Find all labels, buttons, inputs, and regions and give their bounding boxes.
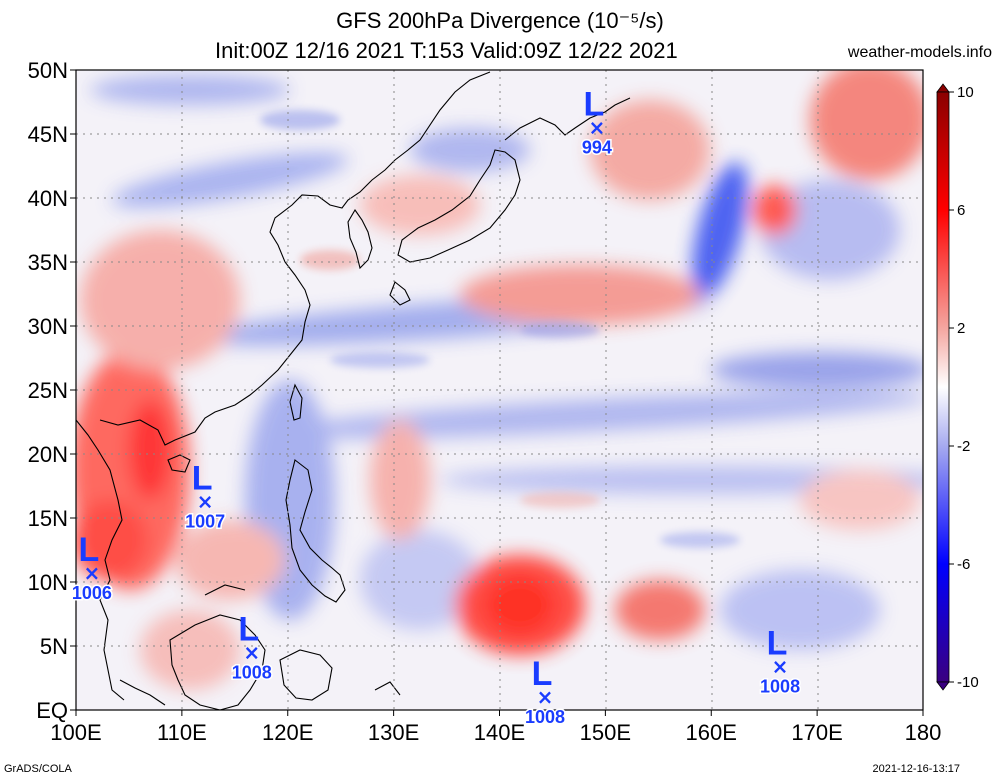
low-pressure-value: 1008: [760, 676, 800, 696]
lon-tick-label: 180: [905, 720, 942, 745]
site-credit: weather-models.info: [847, 44, 992, 61]
low-letter: L: [532, 655, 553, 693]
low-marker: L×1006: [70, 531, 113, 605]
low-center-icon: ×: [537, 685, 554, 709]
colorbar-top-arrow: [936, 83, 950, 93]
colorbar: 10 6 2 -2 -6 -10: [936, 83, 979, 691]
lat-tick-label: 10N: [28, 570, 68, 595]
colorbar-scale: [936, 91, 950, 683]
low-pressure-value: 1008: [525, 707, 565, 727]
lat-tick-label: 35N: [28, 250, 68, 275]
graticule: [76, 70, 923, 710]
chart-title: GFS 200hPa Divergence (10⁻⁵/s): [336, 8, 664, 33]
longitude-axis: 100E 110E 120E 130E 140E 150E 160E 170E 180: [50, 710, 941, 745]
low-marker: L×994: [580, 86, 613, 160]
colorbar-ticks: 10 6 2 -2 -6 -10: [949, 84, 979, 691]
low-pressure-value: 1008: [232, 662, 272, 682]
lat-tick-label: 20N: [28, 442, 68, 467]
footer-credit: GrADS/COLA: [4, 763, 72, 775]
low-letter: L: [238, 610, 259, 648]
lat-tick-label: 45N: [28, 122, 68, 147]
colorbar-tick-label: -10: [957, 674, 979, 691]
low-center-icon: ×: [589, 116, 606, 140]
low-pressure-value: 1007: [185, 511, 225, 531]
low-letter: L: [78, 531, 99, 569]
low-marker: L×1008: [524, 655, 567, 729]
lat-tick-label: 30N: [28, 314, 68, 339]
low-center-icon: ×: [197, 489, 214, 513]
colorbar-tick-label: 2: [957, 320, 965, 337]
low-marker: L×1007: [184, 459, 227, 533]
colorbar-tick-label: 6: [957, 202, 965, 219]
lon-tick-label: 130E: [368, 720, 419, 745]
latitude-axis: 50N 45N 40N 35N 30N 25N 20N 15N 10N 5N EQ: [28, 58, 76, 723]
low-center-icon: ×: [83, 561, 100, 585]
divergence-field: [76, 70, 923, 710]
lon-tick-label: 140E: [474, 720, 525, 745]
colorbar-tick-label: 10: [957, 84, 974, 101]
lat-tick-label: 5N: [40, 634, 68, 659]
colorbar-tick-label: -2: [957, 438, 970, 455]
low-letter: L: [584, 86, 605, 124]
colorbar-bottom-arrow: [936, 681, 950, 691]
low-center-icon: ×: [772, 654, 789, 678]
lat-tick-label: 15N: [28, 506, 68, 531]
low-marker: L×1008: [759, 624, 802, 698]
lon-tick-label: 110E: [157, 720, 207, 745]
lon-tick-label: 160E: [686, 720, 737, 745]
low-letter: L: [767, 624, 788, 662]
low-center-icon: ×: [243, 640, 260, 664]
low-pressure-value: 1006: [72, 583, 112, 603]
colorbar-tick-label: -6: [957, 556, 970, 573]
footer-timestamp: 2021-12-16-13:17: [872, 763, 960, 775]
lat-tick-label: 40N: [28, 186, 68, 211]
lat-tick-label: EQ: [36, 698, 68, 723]
lat-tick-label: 25N: [28, 378, 68, 403]
lon-tick-label: 150E: [580, 720, 631, 745]
low-pressure-value: 994: [582, 138, 612, 158]
coastlines: [76, 71, 631, 710]
chart-subtitle: Init:00Z 12/16 2021 T:153 Valid:09Z 12/2…: [215, 38, 678, 63]
lon-tick-label: 120E: [262, 720, 313, 745]
lat-tick-label: 50N: [28, 58, 68, 83]
low-letter: L: [192, 459, 213, 497]
lon-tick-label: 170E: [791, 720, 842, 745]
lon-tick-label: 100E: [50, 720, 101, 745]
low-marker: L×1008: [230, 610, 273, 684]
